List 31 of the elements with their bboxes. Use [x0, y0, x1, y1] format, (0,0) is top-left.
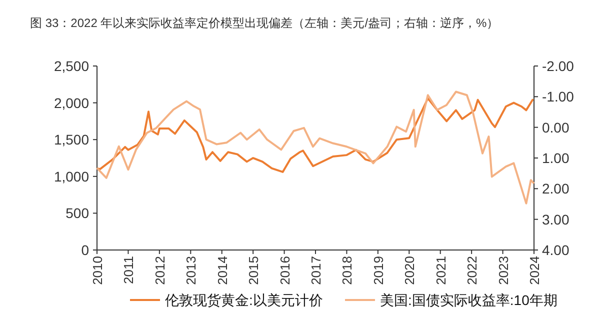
y2-tick-label: 2.00	[542, 180, 570, 197]
y2-tick-label: -1.00	[542, 88, 574, 105]
y-tick-label: 0	[81, 242, 90, 258]
y-tick-label: 2,500	[54, 58, 90, 74]
x-tick-label: 2012	[152, 256, 168, 285]
y-tick-label: 1,500	[54, 132, 90, 148]
x-tick-label: 2016	[277, 256, 292, 285]
x-tick-label: 2020	[402, 256, 418, 285]
x-tick-label: 2014	[214, 256, 230, 285]
x-tick-label: 2013	[184, 256, 199, 285]
x-tick-label: 2022	[464, 256, 480, 285]
x-tick-label: 2011	[121, 256, 136, 284]
x-tick-label: 2021	[433, 256, 448, 285]
x-tick-label: 2015	[246, 256, 262, 285]
y-tick-label: 500	[66, 205, 90, 222]
y-tick-label: 2,000	[54, 94, 90, 111]
y-tick-label: 1,000	[54, 168, 90, 184]
x-tick-label: 2023	[496, 256, 511, 285]
x-tick-label: 2010	[90, 256, 105, 285]
x-tick-label: 2024	[527, 256, 542, 285]
x-tick-label: 2019	[370, 256, 386, 285]
y2-tick-label: -2.00	[542, 58, 574, 74]
y2-tick-label: 4.00	[542, 242, 570, 258]
chart-title: 图 33：2022 年以来实际收益率定价模型出现偏差（左轴：美元/盎司；右轴：逆序，%）	[30, 16, 499, 30]
x-tick-label: 2018	[340, 256, 355, 285]
x-tick-label: 2017	[308, 256, 324, 285]
legend-label: 美国:国债实际收益率:10年期	[380, 292, 558, 308]
y2-tick-label: 3.00	[542, 211, 570, 228]
y2-tick-label: 0.00	[542, 119, 570, 136]
y2-tick-label: 1.00	[542, 150, 570, 166]
legend-label: 伦敦现货黄金:以美元计价	[165, 292, 323, 308]
